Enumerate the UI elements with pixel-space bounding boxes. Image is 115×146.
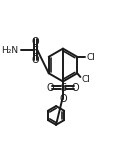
Text: O: O [31,55,39,65]
Text: Cl: Cl [86,53,95,62]
Text: S: S [59,83,65,93]
Text: Cl: Cl [81,75,90,84]
Text: O: O [47,83,54,93]
Text: S: S [32,46,38,56]
Text: O: O [71,83,78,93]
Text: O: O [59,94,66,104]
Text: H₂N: H₂N [1,46,18,55]
Text: O: O [31,37,39,47]
